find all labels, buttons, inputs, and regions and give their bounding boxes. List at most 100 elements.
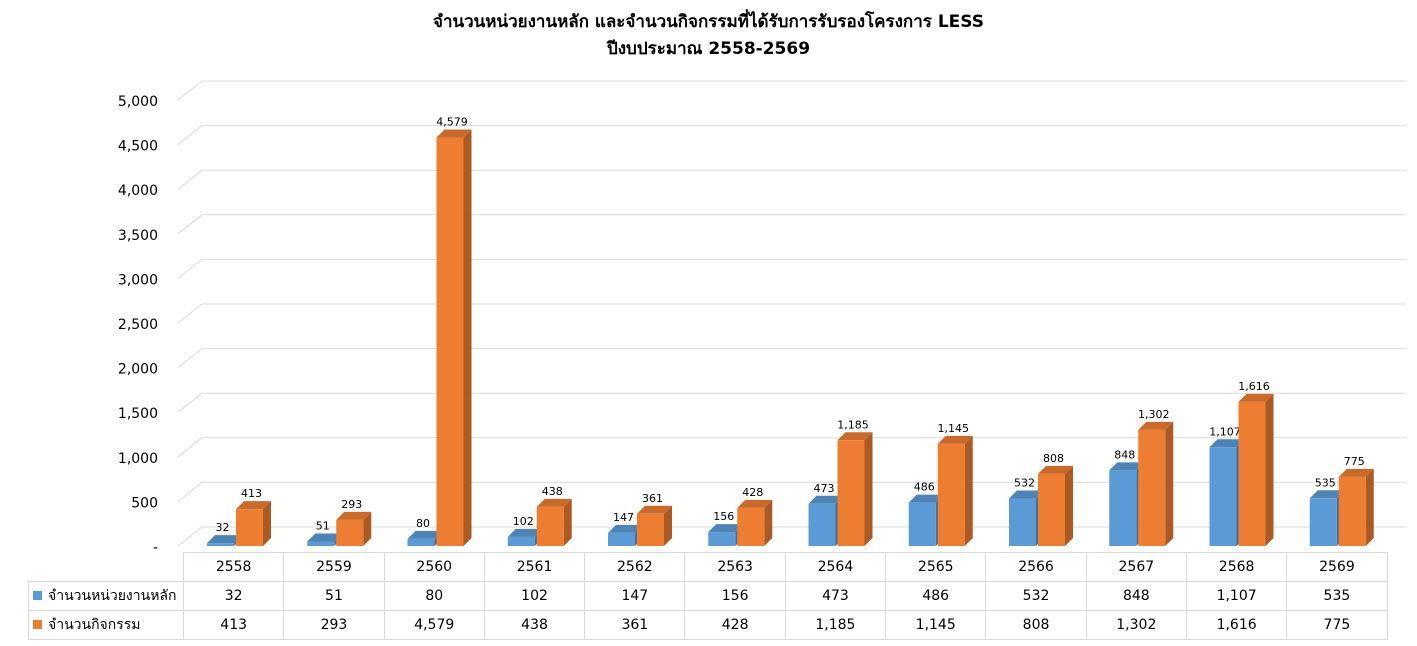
table-value-cell: 361 (584, 610, 686, 640)
y-tick-label: 3,000 (118, 272, 158, 288)
bar (536, 506, 564, 546)
bar (1209, 447, 1237, 546)
data-label: 532 (1014, 477, 1035, 490)
table-row-series-2: จำนวนกิจกรรม 413 293 4,579 438 361 428 1,185 1,… (28, 610, 1388, 640)
table-category-cell: 2567 (1085, 552, 1187, 582)
data-label: 473 (814, 482, 835, 495)
y-tick-label: 4,500 (118, 139, 158, 155)
table-category-cell: 2564 (784, 552, 887, 582)
table-category-cell: 2562 (584, 552, 686, 582)
bar (1109, 470, 1137, 546)
bar-side (263, 501, 271, 546)
y-tick-label: 1,000 (118, 451, 158, 467)
y-tick-label: 500 (131, 495, 158, 511)
bar-side (864, 432, 873, 546)
table-value-cell: 1,185 (784, 610, 887, 640)
table-header-row: 2558 2559 2560 2561 2562 2563 2564 2565 2566 2567… (28, 552, 1388, 582)
data-label: 293 (341, 498, 362, 511)
chart-title: จำนวนหน่วยงานหลัก และจำนวนกิจกรรมที่ได้ร… (433, 12, 984, 32)
bar-side (1265, 393, 1274, 546)
bar-top (407, 530, 443, 539)
data-table: 2558 2559 2560 2561 2562 2563 2564 2565 2566 2567… (28, 552, 1388, 640)
bar (1338, 476, 1366, 546)
data-label: 32 (216, 521, 230, 534)
table-category-cell: 2566 (985, 552, 1087, 582)
data-label: 1,145 (938, 422, 970, 435)
table-corner-cell (28, 552, 184, 582)
gridline-depth (177, 259, 203, 279)
table-category-cell: 2558 (182, 552, 285, 582)
gridline-depth (177, 482, 203, 502)
data-label: 428 (742, 486, 763, 499)
legend-label-series-2: จำนวนกิจกรรม (48, 617, 141, 633)
bar-side (664, 505, 672, 546)
bar-side (563, 498, 572, 546)
bar-top (708, 524, 744, 533)
bar-top (1138, 421, 1174, 430)
legend-swatch-series-1 (33, 591, 42, 600)
bar-top (937, 435, 973, 444)
bar-top (1309, 490, 1345, 499)
bar-top (507, 528, 543, 537)
table-value-cell: 428 (684, 610, 786, 640)
bar (637, 513, 664, 546)
bar-side (363, 511, 372, 546)
y-tick-label: 3,500 (118, 228, 158, 244)
bar (1138, 429, 1166, 546)
bar-top (908, 494, 944, 503)
bar-side (964, 435, 973, 546)
gridline-depth (177, 169, 203, 190)
gridline-depth (177, 348, 203, 368)
table-legend-cell: จำนวนหน่วยงานหลัก (28, 581, 184, 611)
bar (307, 541, 335, 546)
table-value-cell: 4,579 (383, 610, 485, 640)
data-label: 1,302 (1138, 408, 1170, 421)
bar-top (1338, 468, 1374, 477)
gridline-depth (177, 125, 203, 145)
data-label: 1,185 (837, 418, 869, 431)
table-category-cell: 2563 (684, 552, 786, 582)
table-value-cell: 80 (383, 581, 485, 611)
data-label: 438 (542, 485, 563, 498)
bar-top (1109, 462, 1145, 471)
bar-top (236, 501, 271, 510)
table-value-cell: 1,107 (1185, 581, 1288, 611)
data-label: 535 (1315, 476, 1336, 489)
table-category-cell: 2569 (1286, 552, 1388, 582)
y-tick-label: 1,500 (118, 406, 158, 422)
data-label: 808 (1043, 452, 1064, 465)
table-value-cell: 808 (985, 610, 1087, 640)
gridline-depth (177, 392, 203, 413)
bar-side (1165, 421, 1174, 546)
y-tick-label: 4,000 (118, 183, 158, 199)
y-tick-label: 2,500 (118, 317, 158, 333)
data-label: 486 (914, 481, 935, 494)
table-value-cell: 413 (182, 610, 285, 640)
table-value-cell: 775 (1286, 610, 1388, 640)
data-label: 775 (1344, 455, 1365, 468)
table-legend-cell: จำนวนกิจกรรม (28, 610, 184, 640)
bar (1038, 473, 1065, 546)
table-value-cell: 473 (784, 581, 887, 611)
bar (737, 507, 765, 546)
bar (937, 443, 965, 546)
table-value-cell: 535 (1286, 581, 1388, 611)
y-tick-label: 2,000 (118, 362, 158, 378)
table-value-cell: 293 (283, 610, 385, 640)
bar (507, 536, 535, 546)
table-value-cell: 1,145 (885, 610, 987, 640)
y-tick-label: 5,000 (118, 94, 158, 110)
bar (207, 543, 234, 546)
data-label: 361 (642, 492, 663, 505)
bar-top (1209, 439, 1245, 448)
table-value-cell: 102 (483, 581, 586, 611)
table-value-cell: 147 (584, 581, 686, 611)
bar (608, 532, 635, 546)
data-label: 4,579 (436, 116, 468, 129)
bar (1238, 401, 1266, 546)
bar-top (1238, 393, 1274, 402)
table-category-cell: 2568 (1185, 552, 1288, 582)
data-label: 413 (241, 487, 262, 500)
gridline-depth (177, 526, 203, 547)
gridline-depth (177, 80, 203, 101)
